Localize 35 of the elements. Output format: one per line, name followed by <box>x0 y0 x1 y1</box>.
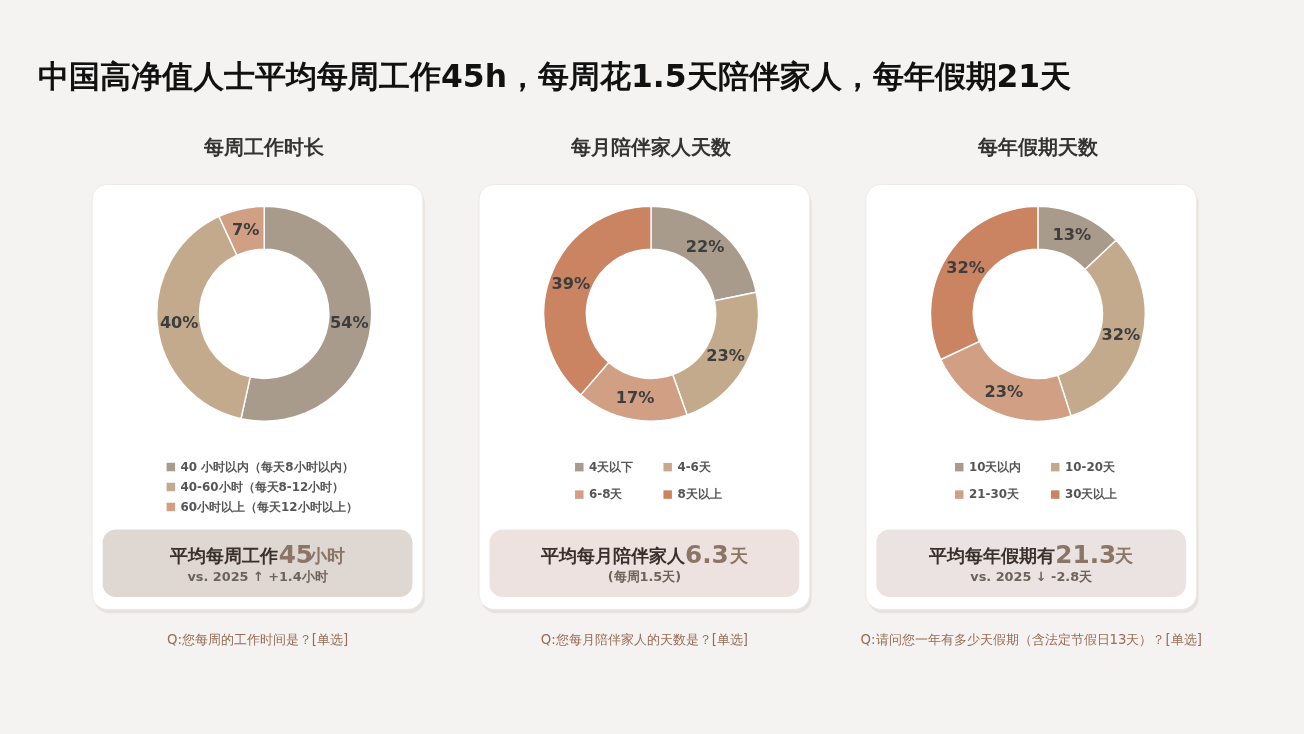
legend-label: 30天以上 <box>1064 487 1118 502</box>
text: 平均每周工作45小时 <box>169 539 345 569</box>
data-label: 32% <box>1101 324 1141 344</box>
legend-label: 60小时以上（每天12小时以上） <box>180 499 358 514</box>
text: Q:您每周的工作时间是？[单选] <box>166 631 349 647</box>
chart-title: 每周工作时长 <box>203 135 326 160</box>
chart-title: 每年假期天数 <box>976 135 1099 160</box>
data-label: 54% <box>329 312 369 332</box>
legend-label: 40-60小时（每天8-12小时） <box>180 479 345 494</box>
data-label: 23% <box>984 382 1024 402</box>
legend-label: 8天以上 <box>677 487 722 502</box>
data-label: 7% <box>232 220 260 240</box>
text: vs. 2025 ↓ -2.8天 <box>970 568 1094 584</box>
text: 平均每年假期有21.3天 <box>927 539 1134 569</box>
data-label: 39% <box>551 273 591 293</box>
text: (每周1.5天) <box>607 568 682 584</box>
text: Q:您每月陪伴家人的天数是？[单选] <box>540 631 749 647</box>
data-label: 13% <box>1052 225 1092 245</box>
data-label: 23% <box>706 345 745 365</box>
chart-title: 每月陪伴家人天数 <box>570 135 733 160</box>
data-label: 22% <box>685 237 725 257</box>
legend-label: 21-30天 <box>968 487 1019 502</box>
legend-label: 4-6天 <box>677 459 711 474</box>
data-label: 17% <box>615 387 655 407</box>
legend-label: 10-20天 <box>1064 459 1115 474</box>
text: Q:请问您一年有多少天假期（含法定节假日13天）？[单选] <box>860 631 1202 647</box>
text: vs. 2025 ↑ +1.4小时 <box>187 568 328 584</box>
text: 中国高净值人士平均每周工作45h，每周花1.5天陪伴家人，每年假期21天 <box>38 57 1072 94</box>
data-label: 40% <box>159 312 199 332</box>
data-label: 32% <box>946 257 985 277</box>
legend-label: 10天以内 <box>968 459 1022 474</box>
legend-label: 4天以下 <box>589 459 634 474</box>
text: 平均每月陪伴家人6.3天 <box>539 539 749 569</box>
legend-label: 40 小时以内（每天8小时以内） <box>180 459 354 474</box>
legend-label: 6-8天 <box>589 487 623 502</box>
